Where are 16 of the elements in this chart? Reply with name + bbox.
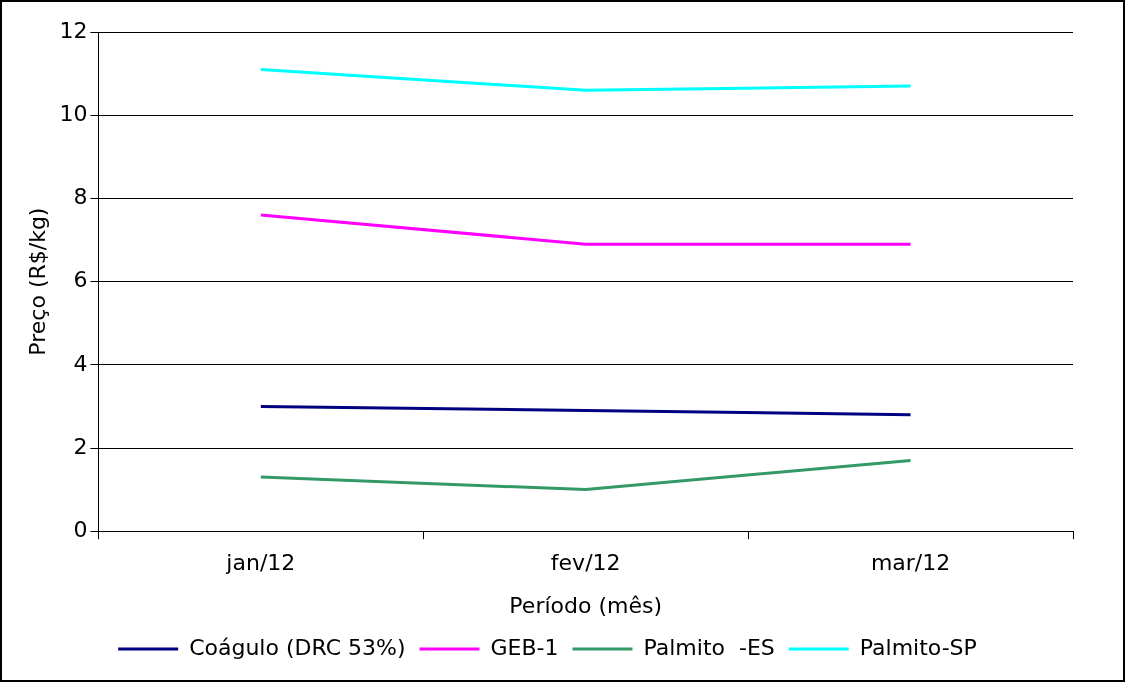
legend-label: Palmito-SP [859,634,977,660]
legend-label: Coágulo (DRC 53%) [189,634,406,660]
legend-label: Palmito -ES [643,634,775,660]
y-axis-title: Preço (R$/kg) [24,207,50,356]
y-tick-label: 0 [73,516,88,542]
y-tick-label: 10 [59,100,88,126]
x-tick-label: jan/12 [225,550,296,576]
y-tick-label: 8 [73,184,88,210]
y-tick-label: 6 [73,267,88,293]
y-tick-label: 2 [73,433,88,459]
legend-label: GEB-1 [490,634,559,660]
y-tick-label: 12 [59,17,88,43]
y-tick-label: 4 [73,350,88,376]
x-axis-title: Período (mês) [509,592,663,618]
x-tick-label: mar/12 [870,550,951,576]
x-tick-label: fev/12 [550,550,621,576]
